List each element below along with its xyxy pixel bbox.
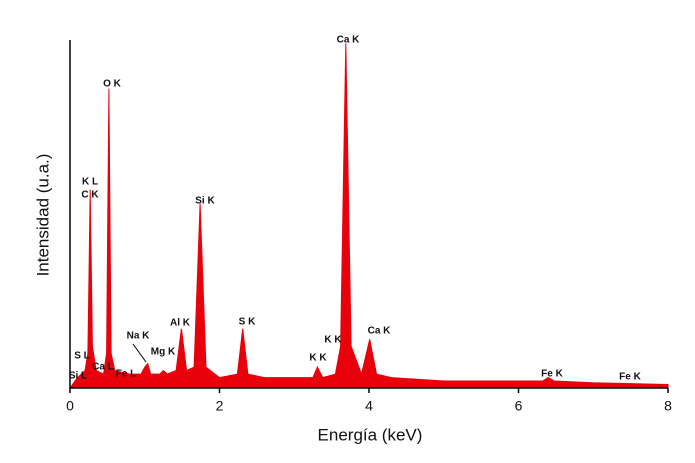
x-tick-label: 6	[515, 398, 523, 414]
peak-label: K K	[324, 335, 342, 346]
spectrum-area	[69, 43, 669, 389]
peak-label: C K	[81, 190, 99, 201]
peak-label: Ca K	[368, 326, 392, 337]
peak-label: K K	[309, 353, 327, 364]
x-tick-label: 0	[66, 398, 74, 414]
peak-label: Si L	[69, 371, 87, 382]
x-tick-label: 2	[216, 398, 224, 414]
peak-label: Ca L	[92, 362, 114, 373]
peak-label: Mg K	[151, 347, 176, 358]
peak-label: S K	[239, 317, 256, 328]
peak-label: Fe K	[619, 372, 641, 383]
peak-label: K L	[82, 177, 98, 188]
x-tick-label: 8	[664, 398, 672, 414]
peak-label: O K	[103, 79, 122, 90]
peak-label: Fe K	[541, 369, 563, 380]
pointer	[132, 343, 147, 363]
x-axis-label: Energía (keV)	[318, 425, 423, 444]
peak-label: Si K	[195, 196, 215, 207]
y-axis-label: Intensidad (u.a.)	[33, 154, 52, 277]
peak-label: Fe L	[116, 369, 137, 380]
peak-label: Na K	[127, 331, 151, 342]
peak-label: Ca K	[337, 35, 361, 46]
peak-label: S L	[74, 351, 90, 362]
peak-label: Al K	[170, 318, 191, 329]
x-tick-label: 4	[365, 398, 373, 414]
